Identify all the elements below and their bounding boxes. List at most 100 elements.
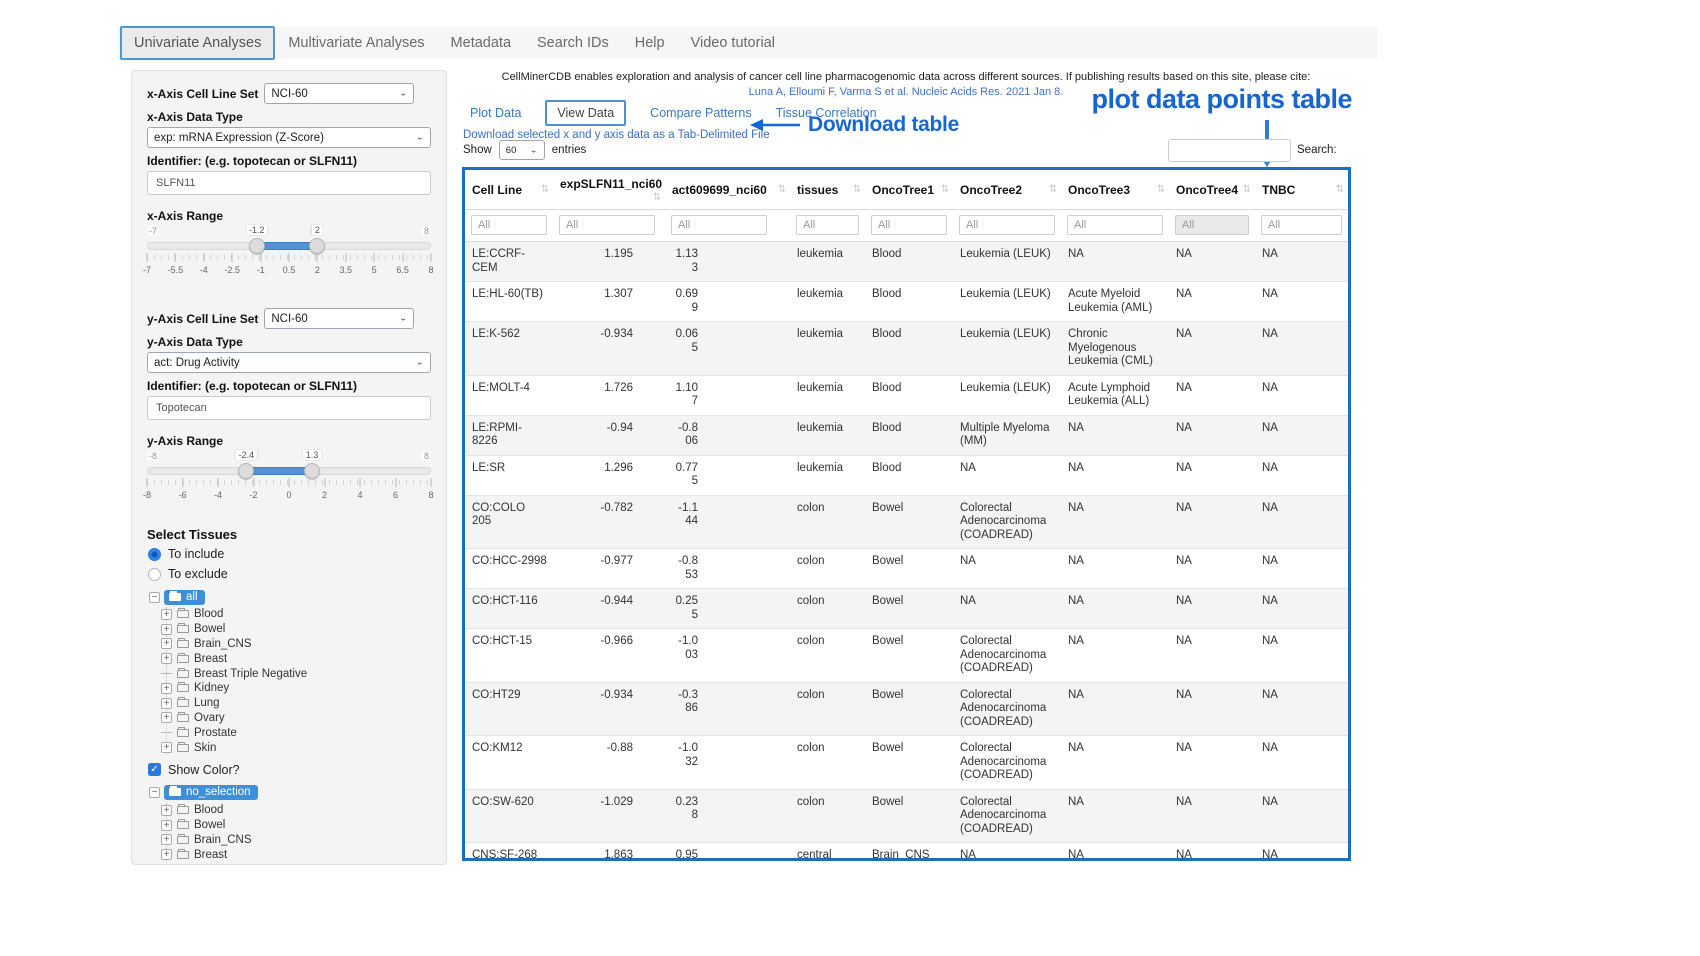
tab-compare-patterns[interactable]: Compare Patterns [650, 106, 752, 120]
filter-input-tissues[interactable] [796, 215, 859, 235]
collapse-icon[interactable]: − [149, 787, 160, 799]
expand-icon[interactable]: + [161, 682, 172, 694]
slider-handle-from[interactable] [248, 238, 265, 254]
sort-icon[interactable]: ⇅ [540, 184, 549, 195]
table-row-co-hcc-2998[interactable]: CO:HCC-2998 -0.977 -0.853 colon Bowel NA NA NA N… [465, 548, 1348, 589]
column-header-tnbc[interactable]: TNBC ⇅ [1255, 170, 1348, 210]
table-row-co-hct-116[interactable]: CO:HCT-116 -0.944 0.255 colon Bowel NA NA NA NA [465, 588, 1348, 629]
radio-to-exclude[interactable]: To exclude [148, 567, 431, 581]
column-header-oncotree4[interactable]: OncoTree4 ⇅ [1169, 170, 1255, 210]
sort-icon[interactable]: ⇅ [652, 192, 661, 203]
table-row-le-ccrf-cem[interactable]: LE:CCRF-CEM 1.195 1.133 leukemia Blood Leukem… [465, 241, 1348, 282]
filter-input-oncotree2[interactable] [959, 215, 1055, 235]
filter-input-act609699-nci60[interactable] [671, 215, 767, 235]
column-header-cell-line[interactable]: Cell Line ⇅ [465, 170, 553, 210]
tree-item-bowel[interactable]: + Bowel [161, 818, 431, 833]
sort-icon[interactable]: ⇅ [1242, 184, 1251, 195]
folder-icon [169, 590, 181, 601]
tree-item-kidney[interactable]: + Kidney [161, 681, 431, 696]
tree-item-prostate[interactable]: Prostate [161, 725, 431, 740]
tree-item-breast[interactable]: + Breast [161, 847, 431, 862]
search-input[interactable] [1168, 139, 1291, 162]
filter-input-cell-line[interactable] [471, 215, 547, 235]
slider-handle-from[interactable] [238, 463, 255, 479]
expand-icon[interactable]: + [161, 697, 172, 709]
tree-item-skin[interactable]: + Skin [161, 740, 431, 755]
table-row-le-k-562[interactable]: LE:K-562 -0.934 0.065 leukemia Blood Leukemia… [465, 321, 1348, 375]
download-link[interactable]: Download selected x and y axis data as a… [463, 129, 770, 141]
tree-item-blood[interactable]: + Blood [161, 803, 431, 818]
nav-item-metadata[interactable]: Metadata [450, 35, 512, 51]
table-row-le-molt-4[interactable]: LE:MOLT-4 1.726 1.107 leukemia Blood Leukemia… [465, 374, 1348, 415]
column-header-act609699-nci60[interactable]: act609699_nci60 ⇅ [665, 170, 790, 210]
expand-icon[interactable]: + [161, 653, 172, 665]
nav-item-help[interactable]: Help [634, 35, 665, 51]
filter-input-oncotree1[interactable] [871, 215, 947, 235]
sort-icon[interactable]: ⇅ [940, 184, 949, 195]
table-row-co-km12[interactable]: CO:KM12 -0.88 -1.032 colon Bowel Colorectal A… [465, 735, 1348, 789]
filter-input-tnbc[interactable] [1261, 215, 1342, 235]
tree-item-bowel[interactable]: + Bowel [161, 622, 431, 637]
table-row-co-colo-205[interactable]: CO:COLO 205 -0.782 -1.144 colon Bowel Colorec… [465, 494, 1348, 549]
tree-item-brain-cns[interactable]: + Brain_CNS [161, 637, 431, 652]
tree-item-breast-triple-negative[interactable]: Breast Triple Negative [161, 862, 431, 864]
sort-icon[interactable]: ⇅ [852, 184, 861, 195]
tree-root-no-selection[interactable]: − no_selection [149, 783, 431, 803]
column-header-oncotree1[interactable]: OncoTree1 ⇅ [865, 170, 953, 210]
x-data-type-select[interactable]: exp: mRNA Expression (Z-Score) ⌄ [147, 127, 431, 148]
expand-icon[interactable]: + [161, 849, 172, 861]
x-cell-line-set-select[interactable]: NCI-60 ⌄ [264, 83, 415, 104]
expand-icon[interactable]: + [161, 623, 172, 635]
table-row-le-hl-60-tb[interactable]: LE:HL-60(TB) 1.307 0.699 leukemia Blood Leuke… [465, 281, 1348, 322]
nav-item-univariate-analyses[interactable]: Univariate Analyses [120, 26, 276, 60]
collapse-icon[interactable]: − [149, 591, 160, 603]
column-header-oncotree3[interactable]: OncoTree3 ⇅ [1061, 170, 1169, 210]
column-header-expslfn11-nci60[interactable]: expSLFN11_nci60 ⇅ [553, 170, 665, 210]
nav-item-multivariate-analyses[interactable]: Multivariate Analyses [288, 35, 425, 51]
x-identifier-input[interactable] [147, 171, 431, 195]
column-header-tissues[interactable]: tissues ⇅ [790, 170, 865, 210]
table-row-co-hct-15[interactable]: CO:HCT-15 -0.966 -1.003 colon Bowel Colorecta… [465, 628, 1348, 682]
sort-icon[interactable]: ⇅ [1335, 184, 1344, 195]
tree-item-lung[interactable]: + Lung [161, 696, 431, 711]
expand-icon[interactable]: + [161, 712, 172, 724]
expand-icon[interactable]: + [161, 608, 172, 620]
tree-item-breast[interactable]: + Breast [161, 651, 431, 666]
slider-handle-to[interactable] [304, 463, 321, 479]
filter-input-expslfn11-nci60[interactable] [559, 215, 655, 235]
nav-item-video-tutorial[interactable]: Video tutorial [690, 35, 775, 51]
tree-item-blood[interactable]: + Blood [161, 607, 431, 622]
column-header-oncotree2[interactable]: OncoTree2 ⇅ [953, 170, 1061, 210]
expand-icon[interactable]: + [161, 804, 172, 816]
expand-icon[interactable]: + [161, 742, 172, 754]
sort-icon[interactable]: ⇅ [777, 184, 786, 195]
tree-item-brain-cns[interactable]: + Brain_CNS [161, 833, 431, 848]
expand-icon[interactable]: + [161, 819, 172, 831]
y-data-type-select[interactable]: act: Drug Activity ⌄ [147, 352, 431, 373]
y-identifier-input[interactable] [147, 396, 431, 420]
tree-root-all[interactable]: − all [149, 587, 431, 607]
filter-input-oncotree4[interactable] [1175, 215, 1249, 235]
slider-handle-to[interactable] [309, 238, 326, 254]
entries-count-select[interactable]: 60 ⌄ [498, 140, 545, 160]
citation-link[interactable]: Luna A, Elloumi F, Varma S et al. Nuclei… [748, 86, 1064, 98]
y-cell-line-set-select[interactable]: NCI-60 ⌄ [264, 308, 415, 329]
table-row-le-rpmi-8226[interactable]: LE:RPMI-8226 -0.94 -0.806 leukemia Blood Mult… [465, 414, 1348, 455]
radio-to-include[interactable]: To include [148, 547, 431, 561]
tab-tissue-correlation[interactable]: Tissue Correlation [775, 106, 877, 120]
nav-item-search-ids[interactable]: Search IDs [537, 35, 609, 51]
filter-input-oncotree3[interactable] [1067, 215, 1163, 235]
sort-icon[interactable]: ⇅ [1048, 184, 1057, 195]
expand-icon[interactable]: + [161, 834, 172, 846]
tree-item-ovary[interactable]: + Ovary [161, 711, 431, 726]
table-row-le-sr[interactable]: LE:SR 1.296 0.775 leukemia Blood NA NA NA NA [465, 454, 1348, 495]
sort-icon[interactable]: ⇅ [1156, 184, 1165, 195]
table-row-co-ht29[interactable]: CO:HT29 -0.934 -0.386 colon Bowel Colorectal … [465, 681, 1348, 736]
table-row-co-sw-620[interactable]: CO:SW-620 -1.029 0.238 colon Bowel Colorectal… [465, 788, 1348, 843]
tab-plot-data[interactable]: Plot Data [470, 106, 522, 120]
expand-icon[interactable]: + [161, 638, 172, 650]
tree-item-breast-triple-negative[interactable]: Breast Triple Negative [161, 666, 431, 681]
show-color-checkbox[interactable]: ✓ Show Color? [148, 763, 431, 777]
tab-view-data[interactable]: View Data [545, 100, 627, 126]
